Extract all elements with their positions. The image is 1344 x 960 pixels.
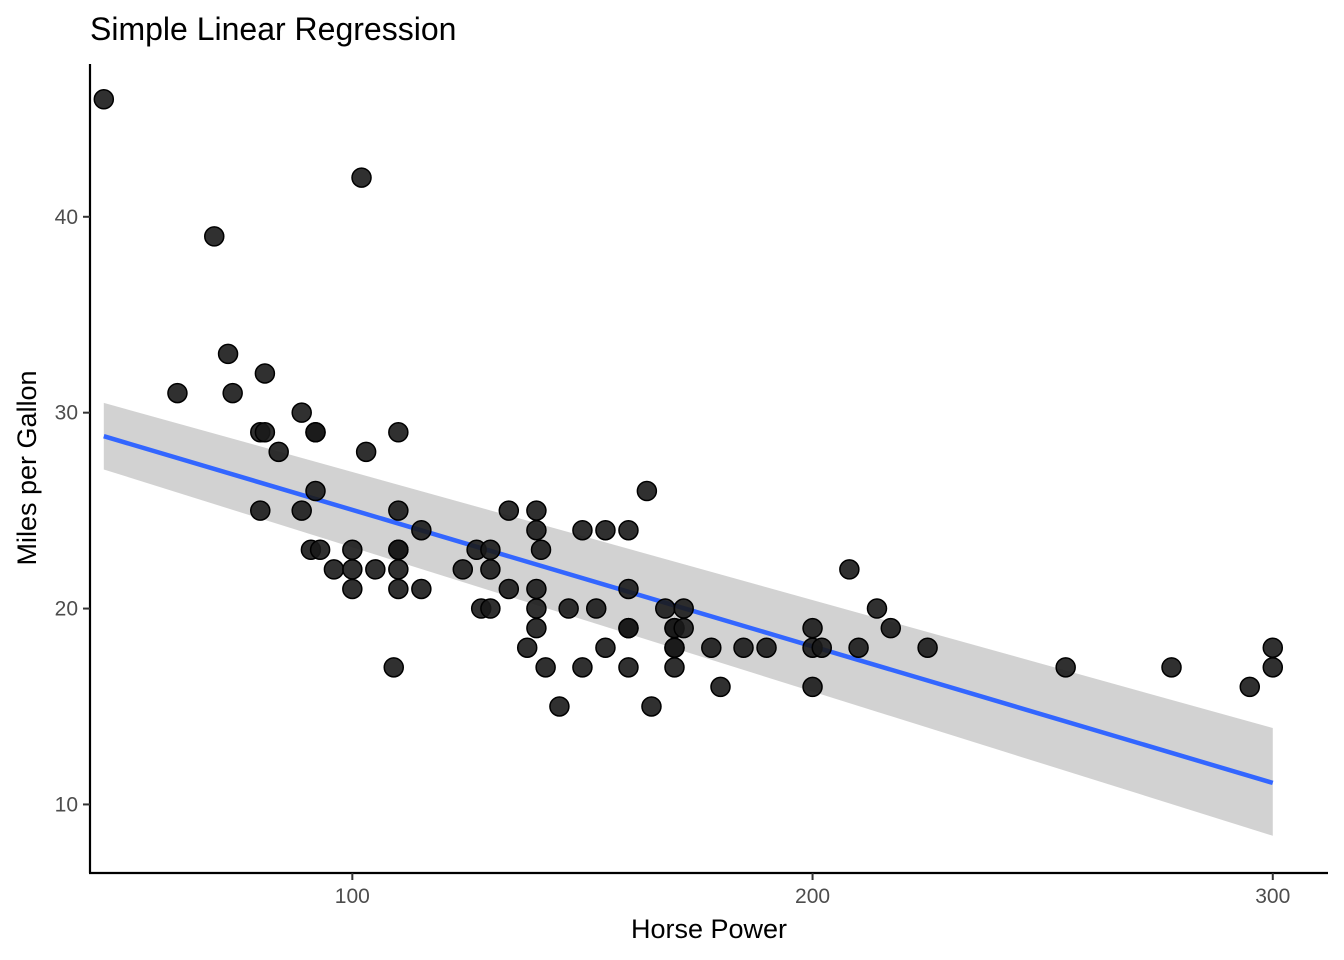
data-point xyxy=(618,519,639,541)
x-tick-label: 300 xyxy=(1255,885,1290,908)
data-point xyxy=(1239,676,1261,698)
data-point xyxy=(1055,657,1076,678)
data-point xyxy=(291,402,312,423)
data-point xyxy=(351,167,372,188)
data-point xyxy=(93,89,115,110)
y-tick-label: 20 xyxy=(55,598,78,621)
data-point xyxy=(268,441,289,463)
data-point xyxy=(217,343,239,365)
data-point xyxy=(530,539,552,561)
data-point xyxy=(526,598,547,619)
data-point xyxy=(254,363,276,384)
data-point xyxy=(526,519,547,541)
data-point xyxy=(222,382,243,404)
data-point xyxy=(498,500,520,521)
data-point xyxy=(383,657,404,678)
data-point xyxy=(535,657,556,678)
data-point xyxy=(516,637,538,658)
data-point xyxy=(480,559,501,580)
data-point xyxy=(452,559,474,580)
data-point xyxy=(595,637,616,658)
data-point xyxy=(355,441,377,463)
data-point xyxy=(526,500,547,521)
chart-title: Simple Linear Regression xyxy=(90,11,456,47)
data-point xyxy=(549,696,570,717)
data-point xyxy=(618,617,639,639)
data-point xyxy=(498,578,520,600)
data-point xyxy=(710,676,731,698)
data-point xyxy=(305,480,326,502)
data-point xyxy=(595,519,616,541)
x-tick-label: 200 xyxy=(795,885,830,908)
data-point xyxy=(636,480,658,502)
data-point xyxy=(305,422,326,443)
data-point xyxy=(618,657,639,678)
data-point xyxy=(917,637,938,658)
data-point xyxy=(388,539,409,561)
data-point xyxy=(342,578,363,600)
data-point xyxy=(811,637,833,658)
data-point xyxy=(733,637,754,658)
data-point xyxy=(388,500,409,521)
data-point xyxy=(342,559,363,580)
data-point xyxy=(388,422,409,443)
data-point xyxy=(802,676,823,698)
data-point xyxy=(848,637,869,658)
x-axis-ticks: 100 200 300 xyxy=(335,873,1290,908)
data-points-layer xyxy=(93,89,1284,717)
y-axis-title: Miles per Gallon xyxy=(12,370,42,565)
data-point xyxy=(1262,637,1284,658)
data-point xyxy=(480,539,501,561)
data-point xyxy=(664,657,685,678)
data-point xyxy=(839,559,860,580)
data-point xyxy=(880,617,902,639)
data-point xyxy=(572,657,593,678)
x-axis-title: Horse Power xyxy=(631,914,787,944)
data-point xyxy=(365,559,386,580)
data-point xyxy=(323,559,345,580)
data-point xyxy=(756,637,777,658)
y-axis-ticks: 10 20 30 40 xyxy=(55,206,90,816)
data-point xyxy=(342,539,363,561)
data-point xyxy=(526,578,547,600)
data-point xyxy=(673,617,694,639)
data-point xyxy=(1262,657,1284,678)
data-point xyxy=(250,500,271,521)
data-point xyxy=(701,637,722,658)
data-point xyxy=(572,519,593,541)
data-point xyxy=(618,578,639,600)
data-point xyxy=(167,382,188,404)
data-point xyxy=(558,598,579,619)
data-point xyxy=(673,598,694,619)
data-point xyxy=(664,637,685,658)
data-point xyxy=(1161,657,1182,678)
data-point xyxy=(411,519,432,541)
data-point xyxy=(411,578,432,600)
y-tick-label: 40 xyxy=(55,206,78,229)
data-point xyxy=(309,539,331,561)
data-point xyxy=(802,617,823,639)
data-point xyxy=(388,578,409,600)
x-tick-label: 100 xyxy=(335,885,370,908)
data-point xyxy=(866,598,888,619)
y-tick-label: 30 xyxy=(55,402,78,425)
data-point xyxy=(526,617,547,639)
data-point xyxy=(480,598,501,619)
data-point xyxy=(254,422,276,443)
y-tick-label: 10 xyxy=(55,793,78,816)
data-point xyxy=(655,598,676,619)
data-point xyxy=(585,598,607,619)
data-point xyxy=(388,559,409,580)
data-point xyxy=(641,696,662,717)
data-point xyxy=(291,500,312,521)
data-point xyxy=(204,226,225,247)
